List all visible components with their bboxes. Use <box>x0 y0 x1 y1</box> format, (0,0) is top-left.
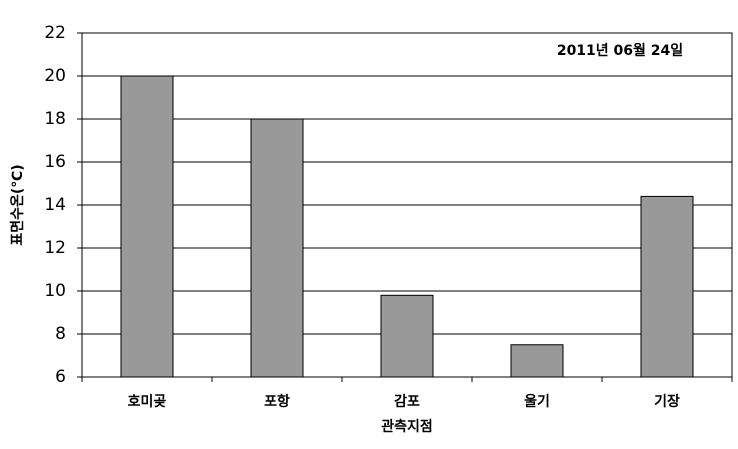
x-tick-label: 호미곶 <box>128 394 167 410</box>
bar <box>510 344 564 378</box>
x-tick-label: 감포 <box>394 393 420 410</box>
y-tick-label: 8 <box>55 324 66 344</box>
x-tick-label: 울기 <box>524 393 550 410</box>
y-axis-title: 표면수온(℃) <box>9 164 26 245</box>
y-tick-label: 14 <box>44 195 66 215</box>
annotation: 2011년 06월 24일 <box>557 42 683 59</box>
x-tick-label: 포항 <box>264 393 290 410</box>
bar <box>640 195 694 378</box>
x-tick-label: 기장 <box>654 393 680 410</box>
y-tick-label: 10 <box>44 281 66 301</box>
bar <box>380 294 434 378</box>
y-tick-label: 12 <box>44 238 66 258</box>
y-tick-label: 6 <box>55 367 66 387</box>
bar <box>250 118 304 378</box>
y-tick-label: 16 <box>44 152 66 172</box>
x-axis-title: 관측지점 <box>381 418 433 435</box>
bar <box>120 75 174 378</box>
y-tick-label: 20 <box>44 66 66 86</box>
y-tick-label: 18 <box>44 109 66 129</box>
y-tick-label: 22 <box>44 23 66 43</box>
